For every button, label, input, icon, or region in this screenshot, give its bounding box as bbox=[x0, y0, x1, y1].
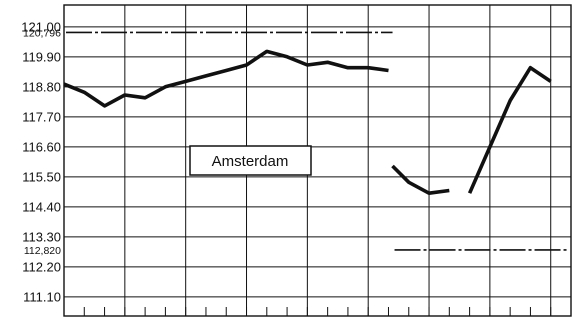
legend-box bbox=[189, 145, 312, 176]
series-lines bbox=[63, 49, 552, 195]
y-axis-labels: 121.00 119.90 118.80 117.70 116.60 115.50 114.… bbox=[21, 19, 61, 304]
legend-label: Amsterdam bbox=[212, 153, 289, 170]
y-tick-label: 118.80 bbox=[22, 79, 61, 94]
y-tick-label: 112.20 bbox=[22, 259, 61, 274]
series-line-segment bbox=[467, 65, 552, 194]
series-line-segment bbox=[391, 164, 450, 195]
reference-value-label: 112,820 bbox=[24, 245, 61, 257]
y-tick-label: 119.90 bbox=[22, 49, 61, 64]
y-tick-label: 111.10 bbox=[23, 289, 61, 304]
reference-lines bbox=[66, 31, 567, 251]
y-tick-label: 115.50 bbox=[22, 169, 61, 184]
y-tick-label: 116.60 bbox=[22, 139, 61, 154]
y-tick-label: 117.70 bbox=[22, 109, 61, 124]
plot-frame bbox=[63, 4, 572, 317]
y-tick-label: 114.40 bbox=[22, 199, 61, 214]
reference-value-label: 120,796 bbox=[23, 27, 61, 39]
y-tick-label: 113.30 bbox=[22, 229, 61, 244]
chart-grid bbox=[63, 4, 572, 317]
series-line-segment bbox=[63, 49, 389, 108]
legend: Amsterdam bbox=[189, 145, 312, 176]
y-tick-label: 121.00 bbox=[21, 19, 61, 34]
